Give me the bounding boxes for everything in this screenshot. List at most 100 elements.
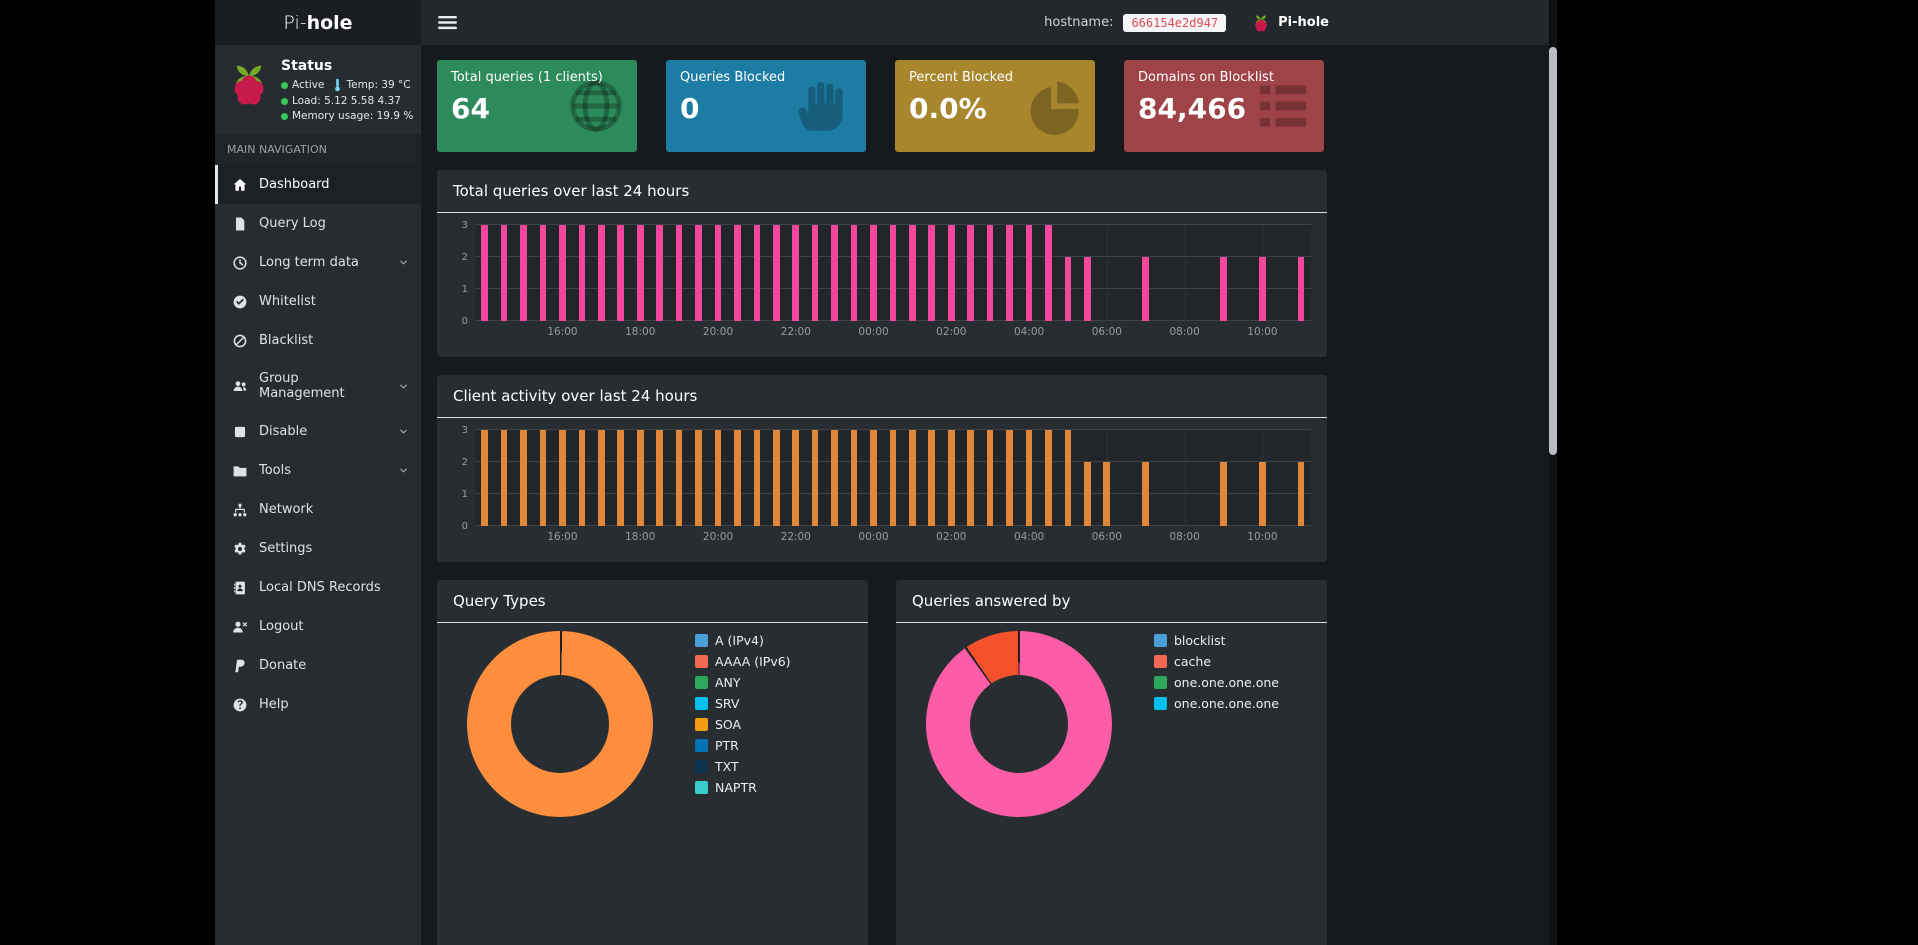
panel-title-total-queries: Total queries over last 24 hours [437,170,1327,213]
raspberry-icon [1252,12,1270,34]
card-value: 84,466 [1138,92,1247,125]
top-navbar: Pi-hole hostname: 666154e2d947 Pi-hole [215,0,1557,45]
bar [539,430,547,526]
bar [559,430,566,526]
card-title: Percent Blocked [909,70,1013,85]
legend-item-ptr[interactable]: PTR [695,738,791,753]
bar [520,430,527,526]
x-axis-tick: 06:00 [1091,326,1122,338]
y-axis-tick: 0 [461,521,468,532]
sidebar-item-help[interactable]: Help [215,685,421,724]
legend-item-one-one-one-one[interactable]: one.one.one.one [1154,696,1279,711]
header-brand-label: Pi-hole [1278,15,1329,30]
sidebar-item-group-management[interactable]: Group Management [215,360,421,412]
sidebar-item-label: Help [259,697,289,712]
bar [1006,430,1013,526]
status-dot-icon [281,112,288,120]
card-title: Domains on Blocklist [1138,70,1274,85]
sidebar-item-label: Long term data [259,255,359,270]
bar [481,430,489,526]
bar [481,225,489,321]
status-dot-icon [281,81,288,89]
bar [811,430,819,526]
sidebar-item-tools[interactable]: Tools [215,451,421,490]
x-axis-tick: 02:00 [936,531,967,543]
sidebar-item-blacklist[interactable]: Blacklist [215,321,421,360]
clock-icon [231,254,248,271]
x-axis-tick: 04:00 [1013,531,1045,543]
legend-item-txt[interactable]: TXT [695,759,791,774]
panel-title-client-activity: Client activity over last 24 hours [437,375,1327,418]
legend-swatch [1154,676,1167,689]
x-axis-tick: 22:00 [780,326,811,338]
legend-label: ANY [715,675,741,690]
stop-icon [231,423,248,440]
bar [656,225,663,321]
sidebar-item-label: Network [259,502,314,517]
summary-cards: Total queries (1 clients) 64 Queries Block… [437,60,1327,152]
file-icon [231,215,248,232]
legend-label: one.one.one.one [1174,696,1279,711]
legend-item-naptr[interactable]: NAPTR [695,780,791,795]
status-dot-icon [281,97,288,105]
bar [753,430,761,526]
main-content: Total queries (1 clients) 64 Queries Block… [421,45,1557,945]
legend-swatch [695,739,708,752]
bar [870,430,877,526]
bar [947,430,955,526]
sidebar-item-disable[interactable]: Disable [215,412,421,451]
legend-item-blocklist[interactable]: blocklist [1154,633,1279,648]
card-total-queries-1-clients: Total queries (1 clients) 64 [437,60,637,152]
sidebar-item-label: Local DNS Records [259,580,381,595]
status-line-load: Load: 5.12 5.58 4.37 [281,95,413,107]
sidebar-item-whitelist[interactable]: Whitelist [215,282,421,321]
x-axis-tick: 20:00 [702,531,734,543]
sidebar-item-long-term-data[interactable]: Long term data [215,243,421,282]
bar [889,225,897,321]
legend-item-aaaa-ipv6[interactable]: AAAA (IPv6) [695,654,791,669]
hostname-label: hostname: [1044,15,1114,30]
bar [850,430,858,526]
sidebar-item-settings[interactable]: Settings [215,529,421,568]
legend-item-soa[interactable]: SOA [695,717,791,732]
status-title: Status [281,58,333,74]
bar [1142,257,1149,321]
bar [656,430,663,526]
app-logo[interactable]: Pi-hole [215,0,421,45]
legend-item-any[interactable]: ANY [695,675,791,690]
bar [909,225,916,321]
sidebar-item-donate[interactable]: Donate [215,646,421,685]
sidebar-item-dashboard[interactable]: Dashboard [215,165,421,204]
list-icon [1252,75,1314,137]
card-value: 64 [451,92,490,125]
legend-swatch [1154,655,1167,668]
bar [500,430,508,526]
legend-swatch [695,781,708,794]
sidebar-item-network[interactable]: Network [215,490,421,529]
legend-item-srv[interactable]: SRV [695,696,791,711]
bar [870,225,877,321]
scrollbar-thumb[interactable] [1549,47,1557,455]
sidebar-item-label: Whitelist [259,294,316,309]
panel-client-activity: Client activity over last 24 hours 0 1 2 3 1… [437,375,1327,562]
legend-item-one-one-one-one[interactable]: one.one.one.one [1154,675,1279,690]
bar [753,225,761,321]
bar [636,225,644,321]
legend-label: one.one.one.one [1174,675,1279,690]
sidebar-item-logout[interactable]: Logout [215,607,421,646]
navbar-body: hostname: 666154e2d947 Pi-hole [421,0,1557,45]
x-axis-tick: 16:00 [547,531,578,543]
bar [1258,257,1266,321]
scrollbar[interactable] [1549,0,1557,945]
sidebar-item-local-dns-records[interactable]: Local DNS Records [215,568,421,607]
legend-item-cache[interactable]: cache [1154,654,1279,669]
header-brand-link[interactable]: Pi-hole [1252,12,1329,34]
pihole-window: Pi-hole hostname: 666154e2d947 Pi-hole S… [215,0,1557,945]
bar [928,225,936,321]
legend-item-a-ipv4[interactable]: A (IPv4) [695,633,791,648]
sidebar-item-query-log[interactable]: Query Log [215,204,421,243]
bar [1083,462,1091,526]
sidebar-toggle-button[interactable] [421,0,474,45]
app-logo-pi: Pi- [283,11,307,34]
bar [539,225,547,321]
